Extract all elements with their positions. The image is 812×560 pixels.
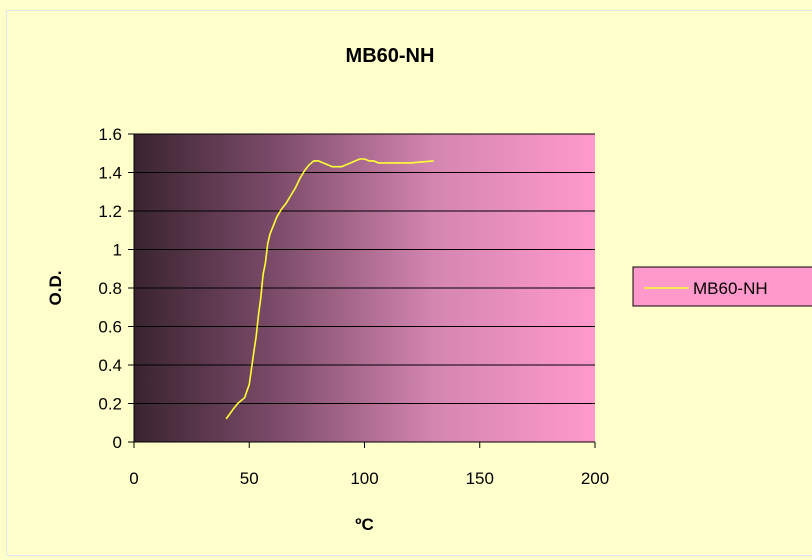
series-line	[225, 158, 434, 420]
y-tick-label: 0.8	[98, 279, 122, 298]
x-tick-label: 50	[240, 469, 259, 488]
y-tick-label: 0.6	[98, 318, 122, 337]
y-tick-label: 0.4	[98, 356, 122, 375]
y-axis-title: O.D.	[46, 271, 65, 306]
x-axis-title: ºC	[355, 515, 374, 534]
x-tick-label: 100	[350, 469, 378, 488]
x-tick-label: 200	[581, 469, 609, 488]
line-chart: MB60-NH 0 0.2 0.4 0.6 0.8 1 1.2 1.4 1.6 0 50 100 150…	[46, 45, 812, 534]
y-tick-label: 0.2	[98, 395, 122, 414]
y-tick-label: 1.2	[98, 202, 122, 221]
chart-area: MB60-NH 0 0.2 0.4 0.6 0.8 1 1.2 1.4 1.6 0 50 100 150…	[6, 10, 812, 556]
legend-label: MB60-NH	[693, 279, 768, 298]
chart-title: MB60-NH	[346, 45, 435, 67]
x-tick-label: 150	[466, 469, 494, 488]
y-tick-label: 1.6	[98, 125, 122, 144]
legend: MB60-NH	[632, 266, 812, 307]
y-tick-label: 1	[113, 241, 122, 260]
x-tick-label: 0	[129, 469, 138, 488]
y-tick-label: 1.4	[98, 164, 122, 183]
y-tick-label: 0	[113, 433, 122, 452]
legend-box	[632, 266, 812, 307]
plot-area: 0 0.2 0.4 0.6 0.8 1 1.2 1.4 1.6 0 50 100 150 200	[98, 125, 609, 488]
